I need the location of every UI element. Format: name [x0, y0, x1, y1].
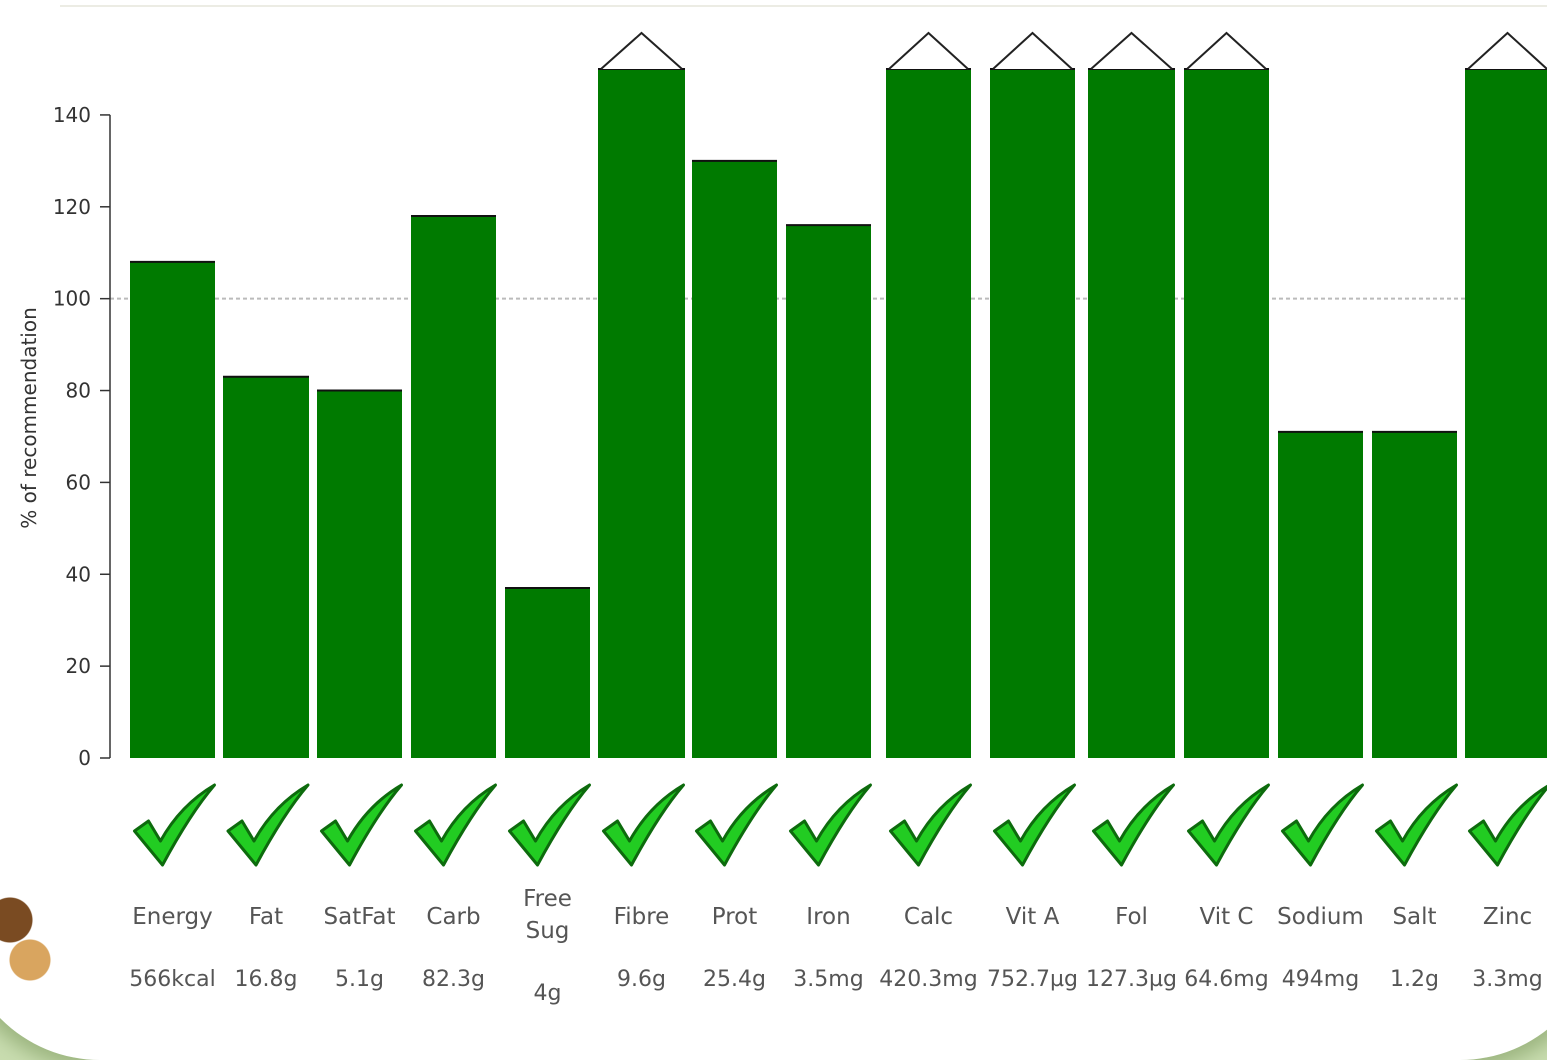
bar	[990, 69, 1075, 758]
check-shape	[135, 785, 215, 865]
category-label: Vit A	[1006, 904, 1060, 930]
overflow-arrow-icon	[1187, 33, 1266, 69]
category-label: Iron	[806, 904, 850, 930]
bar	[886, 69, 971, 758]
checkmark-icon	[322, 785, 402, 865]
category-label: Vit C	[1199, 904, 1253, 930]
category-label: Sug	[526, 918, 570, 944]
y-tick-label: 0	[78, 746, 91, 770]
checkmark-icon	[791, 785, 871, 865]
check-shape	[1377, 785, 1457, 865]
category-label: Fol	[1115, 904, 1148, 930]
check-shape	[891, 785, 971, 865]
amount-label: 127.3µg	[1086, 967, 1177, 992]
check-shape	[1189, 785, 1269, 865]
checkmark-icon	[995, 785, 1075, 865]
checkmark-icon	[1377, 785, 1457, 865]
category-label: Carb	[426, 904, 480, 930]
amount-label: 82.3g	[422, 967, 485, 992]
check-shape	[228, 785, 308, 865]
category-label: Calc	[904, 904, 953, 930]
y-tick-label: 40	[66, 562, 91, 586]
overflow-arrow-icon	[601, 33, 682, 69]
checkmark-icon	[1094, 785, 1174, 865]
category-label: Fibre	[614, 904, 670, 930]
amount-label: 64.6mg	[1184, 967, 1268, 992]
category-label: Salt	[1392, 904, 1436, 930]
y-axis-label: % of recommendation	[17, 307, 41, 529]
check-shape	[416, 785, 496, 865]
check-shape	[1283, 785, 1363, 865]
overflow-arrow-icon	[1468, 33, 1547, 69]
bar	[505, 588, 590, 758]
overflow-arrow-icon	[889, 33, 968, 69]
category-label: Sodium	[1277, 904, 1364, 930]
amount-label: 752.7µg	[987, 967, 1078, 992]
checkmark-icon	[228, 785, 308, 865]
bar	[130, 262, 215, 758]
amount-label: 420.3mg	[879, 967, 977, 992]
check-shape	[1094, 785, 1174, 865]
overflow-arrow-icon	[993, 33, 1072, 69]
category-label: Zinc	[1483, 904, 1532, 930]
category-label: Fat	[249, 904, 283, 930]
check-shape	[995, 785, 1075, 865]
checkmark-icon	[604, 785, 684, 865]
amount-label: 3.3mg	[1472, 967, 1542, 992]
amount-label: 9.6g	[617, 967, 666, 992]
y-tick-label: 80	[66, 379, 91, 403]
amount-label: 566kcal	[129, 967, 215, 992]
y-tick-label: 120	[53, 195, 91, 219]
checkmark-icon	[1189, 785, 1269, 865]
bar	[1184, 69, 1269, 758]
bar	[223, 377, 309, 758]
bar	[786, 225, 871, 758]
y-tick-label: 60	[66, 470, 91, 494]
y-tick-label: 20	[66, 654, 91, 678]
category-label: Prot	[712, 904, 758, 930]
category-label: SatFat	[324, 904, 396, 930]
bar	[411, 216, 496, 758]
amount-label: 5.1g	[335, 967, 384, 992]
amount-label: 1.2g	[1390, 967, 1439, 992]
checkmark-icon	[1470, 785, 1547, 865]
checkmark-icon	[510, 785, 590, 865]
check-shape	[510, 785, 590, 865]
check-shape	[1470, 785, 1547, 865]
checkmark-icon	[1283, 785, 1363, 865]
check-shape	[604, 785, 684, 865]
checkmark-icon	[891, 785, 971, 865]
overflow-arrow-icon	[1091, 33, 1172, 69]
bar	[1465, 69, 1547, 758]
check-shape	[697, 785, 777, 865]
bar	[1372, 432, 1457, 758]
amount-label: 16.8g	[235, 967, 298, 992]
bar	[692, 161, 777, 758]
check-shape	[322, 785, 402, 865]
bar	[1278, 432, 1363, 758]
checkmark-icon	[697, 785, 777, 865]
bar	[317, 391, 402, 758]
amount-label: 25.4g	[703, 967, 766, 992]
checkmark-icon	[135, 785, 215, 865]
check-shape	[791, 785, 871, 865]
y-tick-label: 100	[53, 287, 91, 311]
bar	[598, 69, 685, 758]
checkmark-icon	[416, 785, 496, 865]
amount-label: 3.5mg	[793, 967, 863, 992]
bar	[1088, 69, 1175, 758]
nutrition-bar-chart: 0 20 40 60 80 100 120 140 Energy 566kcal Fat 16.8g…	[0, 0, 1547, 1006]
amount-label: 494mg	[1282, 967, 1359, 992]
amount-label: 4g	[534, 981, 562, 1006]
y-tick-label: 140	[53, 103, 91, 127]
category-label: Free	[523, 886, 572, 912]
category-label: Energy	[132, 904, 213, 930]
